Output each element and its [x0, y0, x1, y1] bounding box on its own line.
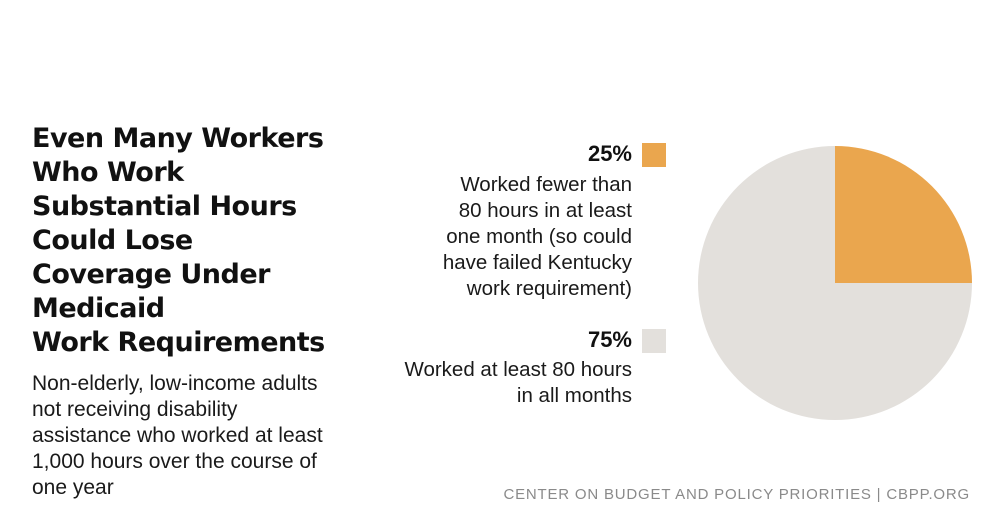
legend-label-1: Worked fewer than 80 hours in at least o…	[442, 173, 632, 300]
pie-slice-2	[698, 146, 972, 420]
legend-value-1: 25%	[587, 141, 632, 166]
legend-swatch-1	[642, 143, 666, 167]
legend-label-2: Worked at least 80 hours in all months	[404, 358, 632, 407]
legend-swatch-2	[642, 329, 666, 353]
source-credit: CENTER ON BUDGET AND POLICY PRIORITIES |…	[503, 486, 970, 503]
pie-chart	[698, 146, 972, 420]
chart-subtitle: Non-elderly, low-income adults not recei…	[32, 372, 323, 499]
chart-title: Even Many Workers Who Work Substantial H…	[32, 123, 325, 358]
legend-value-2: 75%	[587, 327, 632, 352]
pie-slice-1	[835, 146, 972, 283]
